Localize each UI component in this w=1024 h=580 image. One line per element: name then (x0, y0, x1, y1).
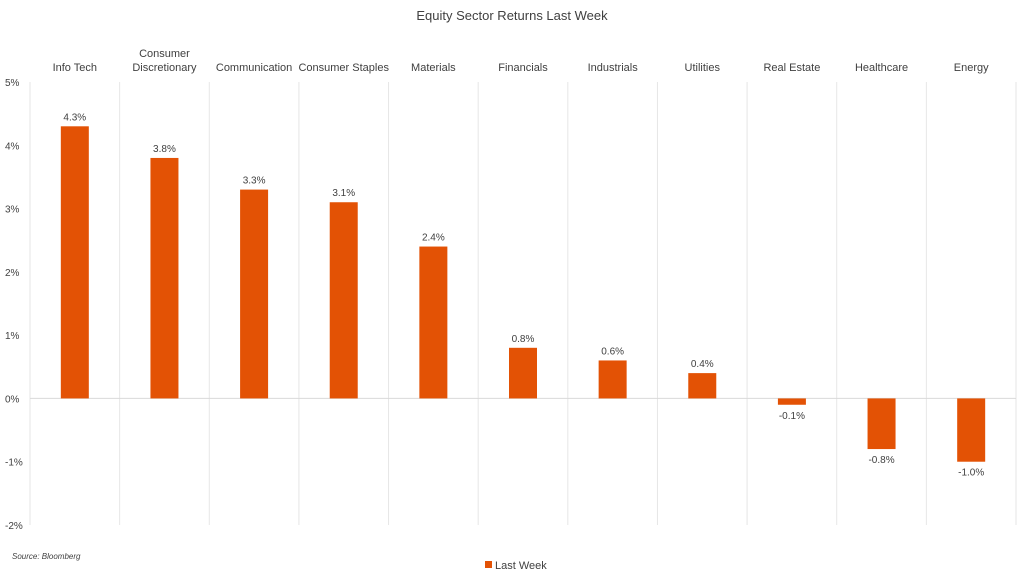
bar (688, 373, 717, 399)
bar (957, 398, 986, 462)
legend-label: Last Week (495, 560, 547, 572)
y-tick-label: -2% (5, 521, 23, 532)
category-label: Communication (216, 62, 292, 74)
chart-title: Equity Sector Returns Last Week (416, 8, 608, 23)
bars (60, 126, 986, 462)
bar (150, 157, 179, 399)
category-label: Materials (411, 62, 456, 74)
data-label: -0.1% (779, 411, 805, 422)
bar (509, 347, 537, 399)
y-tick-label: 4% (5, 141, 20, 152)
legend-swatch (485, 561, 492, 568)
data-label: 3.3% (243, 176, 266, 187)
data-label: 0.6% (601, 346, 624, 357)
legend: Last Week (485, 560, 547, 572)
y-tick-label: 0% (5, 394, 20, 405)
bar (329, 202, 358, 399)
y-tick-label: 2% (5, 268, 20, 279)
category-label: Consumer Staples (298, 62, 389, 74)
source-note: Source: Bloomberg (12, 552, 81, 561)
data-label: 0.8% (512, 334, 535, 345)
y-tick-label: 1% (5, 331, 20, 342)
y-tick-label: -1% (5, 458, 23, 469)
category-label: Healthcare (855, 62, 908, 74)
bar (60, 126, 89, 399)
category-label: Financials (498, 62, 548, 74)
data-label: 3.1% (332, 188, 355, 199)
data-labels: 4.3% 3.8% 3.3% 3.1% 2.4% 0.8% 0.6% 0.4% -0.1% -0.… (63, 112, 984, 478)
x-axis-categories: Info Tech Consumer Discretionary Communicat… (53, 48, 990, 74)
category-label: Industrials (588, 62, 639, 74)
bar (598, 360, 627, 399)
category-label: Info Tech (53, 62, 97, 74)
category-label: Real Estate (763, 62, 820, 74)
category-label: Consumer Discretionary (132, 48, 197, 74)
bar (867, 398, 896, 450)
data-label: 3.8% (153, 144, 176, 155)
category-label: Utilities (685, 62, 721, 74)
category-label: Energy (954, 62, 989, 74)
data-label: -0.8% (868, 455, 894, 466)
bar (240, 189, 269, 399)
y-tick-label: 3% (5, 205, 20, 216)
data-label: 4.3% (63, 112, 86, 123)
y-tick-label: 5% (5, 78, 20, 89)
y-axis: 5% 4% 3% 2% 1% 0% -1% -2% (5, 78, 23, 532)
bar (777, 398, 806, 405)
data-label: -1.0% (958, 468, 984, 479)
data-label: 0.4% (691, 359, 714, 370)
bar (419, 246, 448, 399)
data-label: 2.4% (422, 233, 445, 244)
